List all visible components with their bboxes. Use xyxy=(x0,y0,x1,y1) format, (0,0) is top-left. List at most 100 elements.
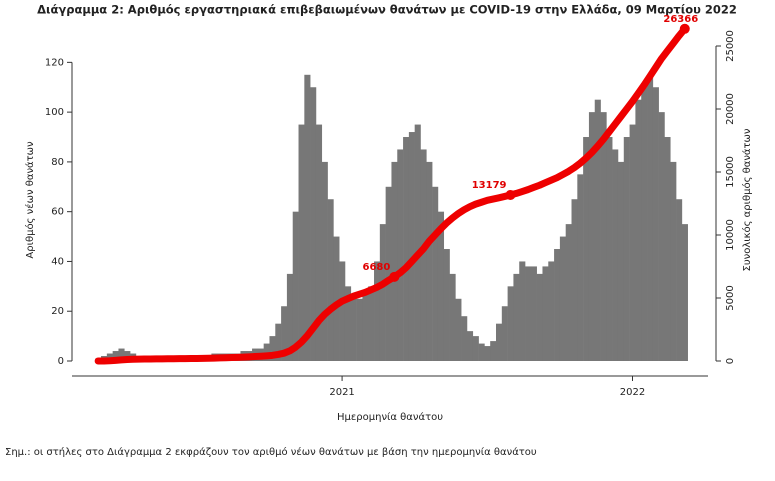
bar xyxy=(443,249,450,361)
bar xyxy=(426,161,433,361)
bar xyxy=(577,174,584,361)
bar xyxy=(368,286,375,361)
bar xyxy=(647,74,654,361)
y-tick-label: 60 xyxy=(51,207,64,218)
y2-tick-label: 0 xyxy=(725,358,736,364)
y2-tick-label: 10000 xyxy=(725,219,736,251)
bar xyxy=(496,323,503,361)
bar xyxy=(664,137,671,361)
bar xyxy=(652,87,659,361)
bar xyxy=(356,298,363,361)
x-axis-label: Ημερομηνία θανάτου xyxy=(337,411,443,423)
bar xyxy=(298,124,305,361)
y-tick-label: 20 xyxy=(51,306,64,317)
bar xyxy=(490,341,497,361)
bar xyxy=(606,137,613,361)
note: Σημ.: οι στήλες στο Διάγραμμα 2 εκφράζου… xyxy=(5,446,537,458)
bar xyxy=(641,87,648,361)
bar xyxy=(286,273,294,361)
bar xyxy=(542,266,549,361)
y2-axis-label: Συνολικός αριθμός θανάτων xyxy=(741,128,753,271)
bar xyxy=(536,273,543,361)
bar xyxy=(525,266,532,361)
y2-tick-label: 25000 xyxy=(725,30,736,62)
bar xyxy=(617,161,625,361)
bar xyxy=(315,124,323,361)
bar xyxy=(437,211,445,361)
bar xyxy=(513,273,520,361)
label-point xyxy=(679,23,690,34)
y2-tick-label: 15000 xyxy=(725,156,736,188)
bar xyxy=(385,186,392,361)
y2-tick-label: 5000 xyxy=(725,285,736,310)
bar xyxy=(432,186,439,361)
bar xyxy=(554,249,561,361)
bar xyxy=(327,199,334,361)
bar xyxy=(310,87,317,361)
bar xyxy=(374,261,381,361)
bar xyxy=(362,291,369,361)
chart-title: Διάγραμμα 2: Αριθμός εργαστηριακά επιβεβ… xyxy=(37,3,737,17)
data-label: 6680 xyxy=(363,262,391,273)
bar xyxy=(466,331,474,361)
bar xyxy=(629,124,636,361)
bar xyxy=(321,161,328,361)
bar xyxy=(594,99,601,362)
bar xyxy=(565,224,572,361)
y-tick-label: 0 xyxy=(58,356,64,367)
bar xyxy=(530,266,537,361)
bar xyxy=(681,224,688,361)
bar xyxy=(379,224,386,361)
bar xyxy=(455,298,462,361)
bar xyxy=(472,336,479,361)
bar xyxy=(281,306,288,361)
bar xyxy=(339,261,346,361)
bar xyxy=(275,323,282,361)
bar xyxy=(391,161,398,361)
data-label: 26366 xyxy=(663,14,698,25)
x-tick-label: 2022 xyxy=(620,387,645,398)
bar xyxy=(304,74,311,361)
bar xyxy=(112,351,119,361)
bar xyxy=(397,149,404,361)
bar xyxy=(333,236,340,361)
bar xyxy=(408,132,415,361)
bar xyxy=(263,343,270,361)
bar xyxy=(292,211,299,361)
bar xyxy=(478,343,485,361)
y-tick-label: 120 xyxy=(45,57,64,68)
bar xyxy=(350,298,357,361)
y-tick-label: 80 xyxy=(51,157,64,168)
y-tick-label: 100 xyxy=(45,107,64,118)
bar xyxy=(658,112,665,361)
bar xyxy=(588,112,596,361)
bar xyxy=(559,236,566,361)
bar xyxy=(612,149,619,361)
y-tick-label: 40 xyxy=(51,256,64,267)
bar xyxy=(403,137,410,361)
bar xyxy=(501,306,508,361)
bar xyxy=(420,149,427,361)
bar xyxy=(583,137,590,361)
bar xyxy=(670,161,677,361)
y2-tick-label: 20000 xyxy=(725,93,736,125)
label-point xyxy=(389,271,400,282)
bar xyxy=(269,336,276,361)
y-axis-label: Αριθμός νέων θανάτων xyxy=(24,141,36,259)
bar xyxy=(623,137,630,361)
bar xyxy=(344,286,352,361)
bar xyxy=(461,316,468,361)
x-tick-label: 2021 xyxy=(329,387,354,398)
bar xyxy=(484,346,491,361)
bar xyxy=(548,261,555,361)
bar xyxy=(600,112,607,361)
bar xyxy=(507,286,514,361)
label-point xyxy=(505,189,516,200)
bar xyxy=(519,261,526,361)
bar xyxy=(571,199,578,361)
data-label: 13179 xyxy=(472,180,507,191)
bar xyxy=(635,99,642,362)
bar xyxy=(118,348,125,361)
